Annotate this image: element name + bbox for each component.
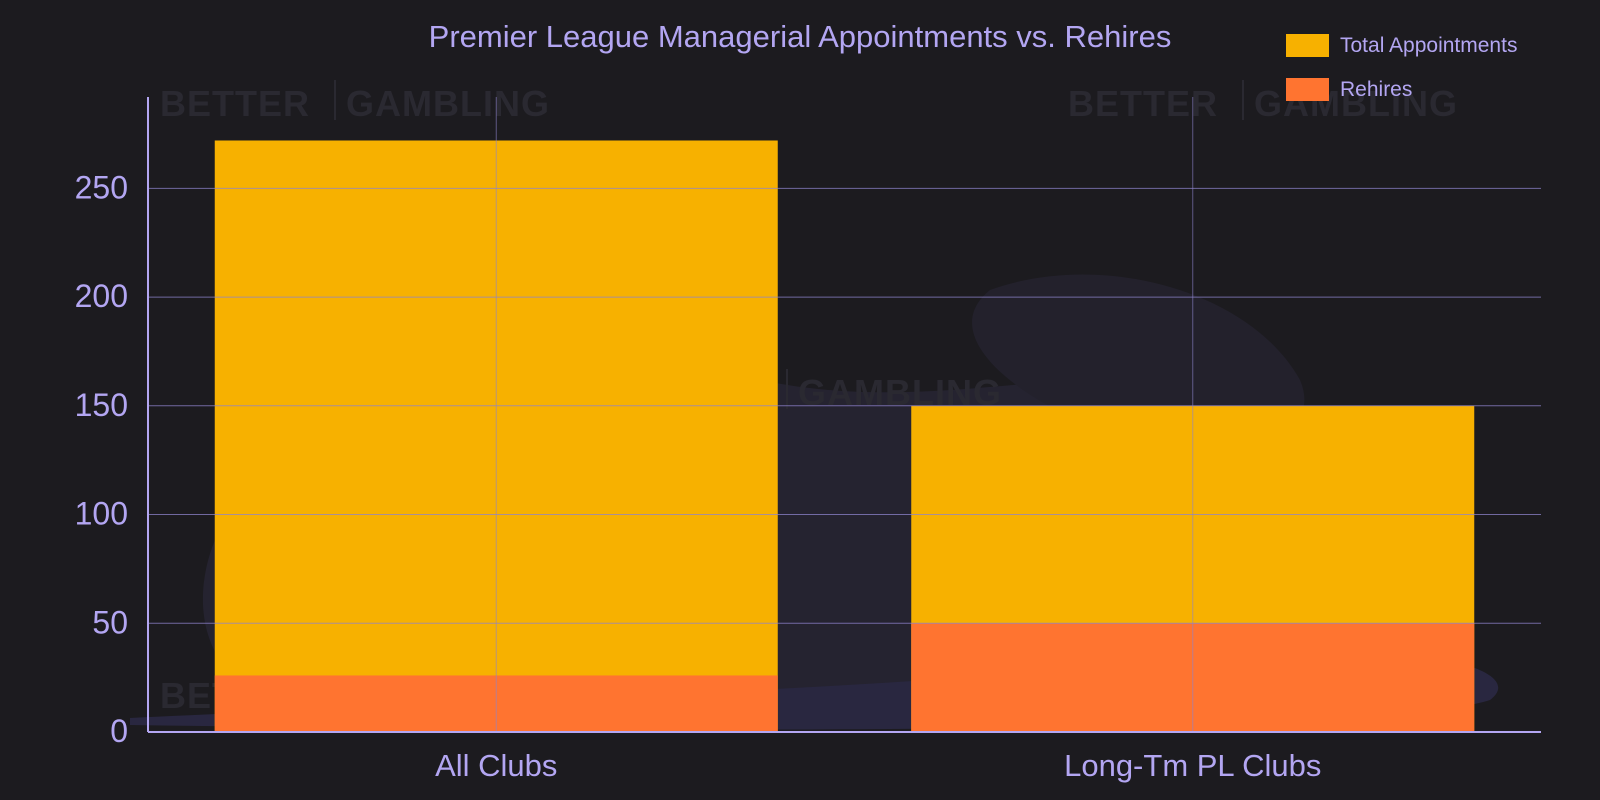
chart-title: Premier League Managerial Appointments v… — [429, 19, 1172, 54]
axes — [147, 97, 1541, 733]
legend: Total Appointments Rehires — [1286, 34, 1517, 101]
y-tick-label: 250 — [75, 169, 128, 205]
watermark-text-right: GAMBLING — [346, 83, 550, 124]
y-tick-label: 50 — [92, 604, 128, 640]
legend-label: Total Appointments — [1340, 34, 1517, 57]
watermark-text-left: BETTER — [160, 83, 310, 124]
y-tick-label: 200 — [75, 278, 128, 314]
y-tick-label: 100 — [75, 496, 128, 532]
x-tick-label: Long-Tm PL Clubs — [1064, 748, 1321, 783]
y-tick-label: 0 — [110, 713, 128, 749]
watermark-text-left: BETTER — [1068, 83, 1218, 124]
y-tick-label: 150 — [75, 387, 128, 423]
x-tick-label: All Clubs — [435, 748, 557, 783]
tick-labels: 0 50 100 150 200 250 All Clubs Long-Tm PL Clubs — [75, 169, 1322, 783]
watermark-text: BETTER GAMBLING — [160, 83, 550, 124]
gridlines — [148, 97, 1541, 732]
legend-swatch — [1286, 34, 1329, 57]
legend-label: Rehires — [1340, 78, 1412, 101]
legend-swatch — [1286, 78, 1329, 101]
